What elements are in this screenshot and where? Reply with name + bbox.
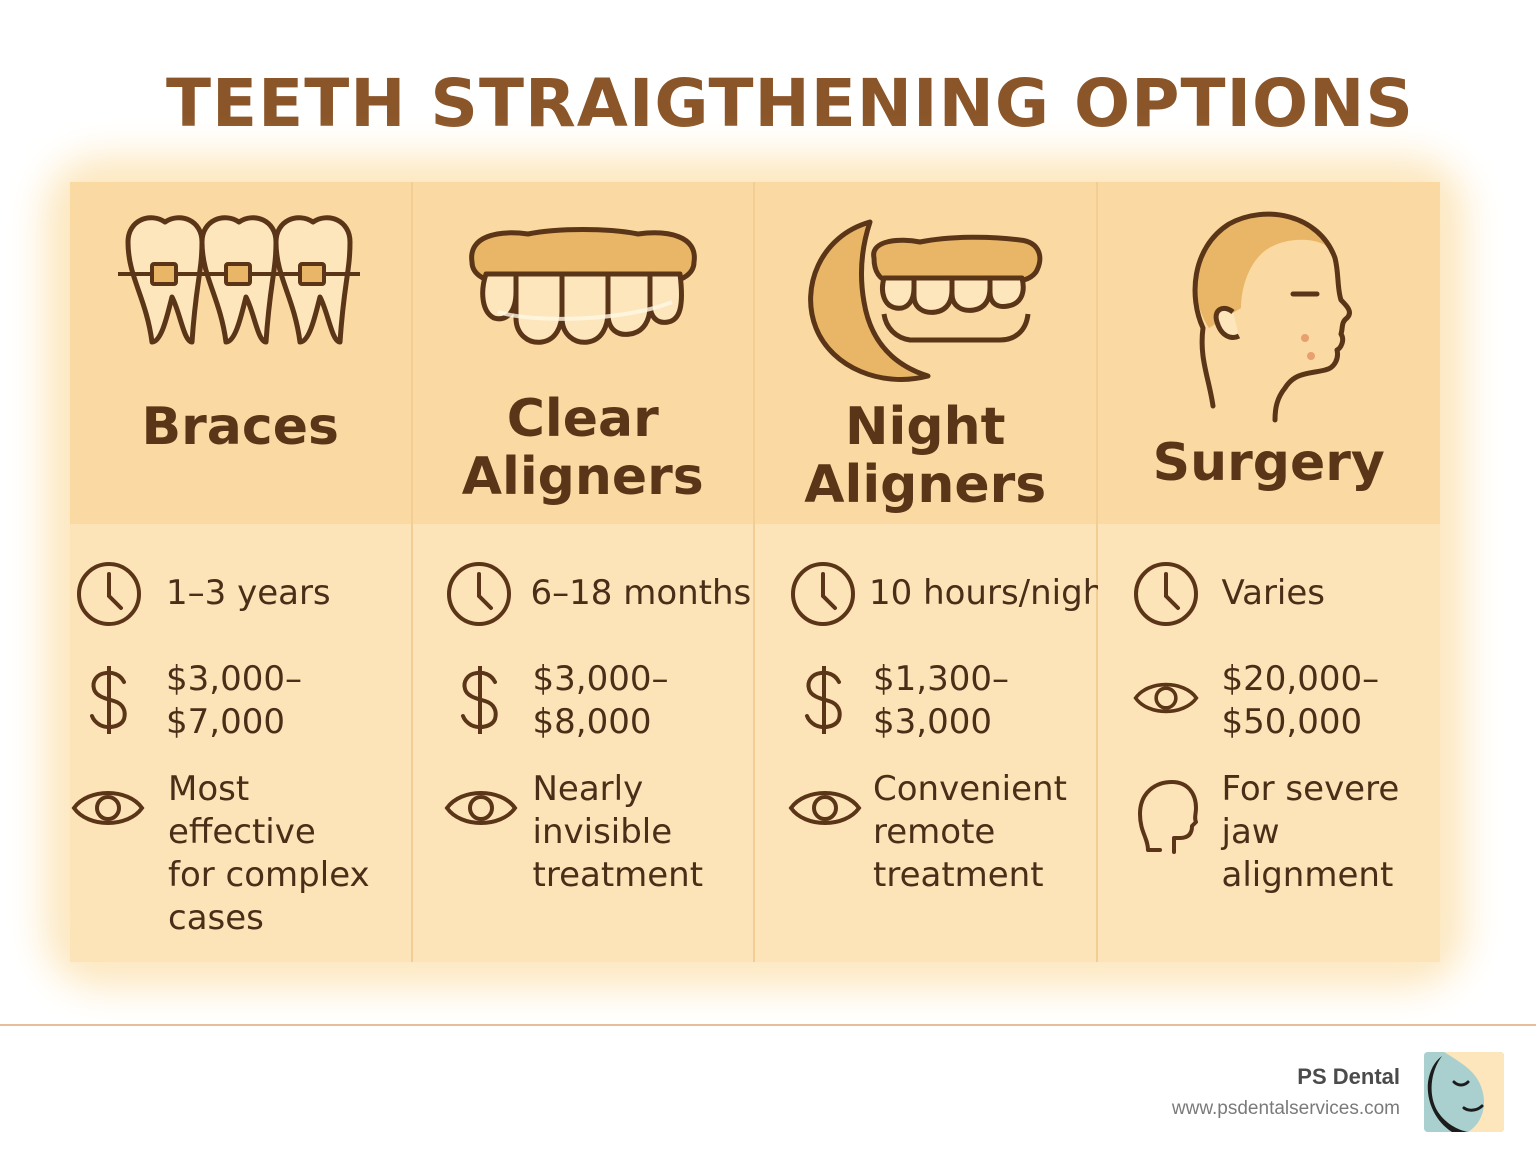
option-column-braces: Braces 1–3 years $3,000– $7,000 xyxy=(70,182,413,962)
cost-text: $20,000– $50,000 xyxy=(1221,659,1380,742)
note-text: For severe jaw alignment xyxy=(1221,769,1400,895)
moon-aligner-icon xyxy=(808,219,1043,382)
duration-text: 6–18 months xyxy=(530,573,752,613)
dollar-icon xyxy=(805,666,842,734)
duration-text: 1–3 years xyxy=(166,573,331,613)
option-name: Night Aligners xyxy=(804,397,1047,515)
option-header: Braces xyxy=(70,182,411,524)
footer-divider xyxy=(0,1024,1536,1026)
brand-url[interactable]: www.psdentalservices.com xyxy=(1171,1098,1400,1119)
option-column-clear-aligners: Clear Aligners 6–18 months $3,000– $8 xyxy=(412,182,755,962)
note-text: Most effective for complex cases xyxy=(168,769,370,938)
page-title: TEETH STRAIGTHENING OPTIONS xyxy=(166,65,1414,142)
eye-icon xyxy=(444,791,517,825)
dollar-icon xyxy=(460,666,498,734)
note-text: Nearly invisible treatment xyxy=(532,769,704,895)
brand-block: PS Dental www.psdentalservices.com xyxy=(1172,1064,1400,1120)
head-profile-icon xyxy=(1192,211,1352,423)
cost-text: $3,000– $8,000 xyxy=(532,659,669,742)
option-name: Braces xyxy=(141,397,339,457)
option-column-night-aligners: Night Aligners 10 hours/night $1,300– xyxy=(755,182,1118,962)
duration-text: Varies xyxy=(1221,573,1326,613)
option-details: 6–18 months $3,000– $8,000 Nearly xyxy=(412,524,753,962)
head-outline-icon xyxy=(1137,780,1198,854)
option-details: 1–3 years $3,000– $7,000 Most xyxy=(70,524,411,962)
eye-icon xyxy=(1132,682,1199,714)
option-name: Clear Aligners xyxy=(461,389,704,507)
dollar-icon xyxy=(90,666,127,734)
clock-icon xyxy=(1133,562,1198,626)
option-header: Clear Aligners xyxy=(412,182,753,524)
option-header: Night Aligners xyxy=(755,182,1096,524)
note-text: Convenient remote treatment xyxy=(873,769,1067,895)
clock-icon xyxy=(77,562,141,626)
braces-teeth-icon xyxy=(118,215,361,345)
face-logo-icon xyxy=(1424,1052,1504,1132)
option-details: Varies $20,000– $50,000 For severe j xyxy=(1097,524,1440,962)
options-table: Braces 1–3 years $3,000– $7,000 xyxy=(70,182,1440,962)
cost-text: $1,300– $3,000 xyxy=(873,659,1009,742)
duration-text: 10 hours/night xyxy=(869,573,1118,613)
option-name: Surgery xyxy=(1152,433,1385,493)
option-column-surgery: Surgery Varies $20,000– $50,000 xyxy=(1097,182,1440,962)
cost-text: $3,000– $7,000 xyxy=(166,659,302,742)
clock-icon xyxy=(791,562,855,626)
clock-icon xyxy=(446,562,511,626)
eye-icon xyxy=(71,791,145,825)
clear-aligner-icon xyxy=(469,227,697,345)
option-details: 10 hours/night $1,300– $3,000 Conve xyxy=(755,524,1118,962)
option-header: Surgery xyxy=(1097,182,1440,524)
brand-name: PS Dental xyxy=(1297,1064,1400,1089)
eye-icon xyxy=(788,791,862,825)
